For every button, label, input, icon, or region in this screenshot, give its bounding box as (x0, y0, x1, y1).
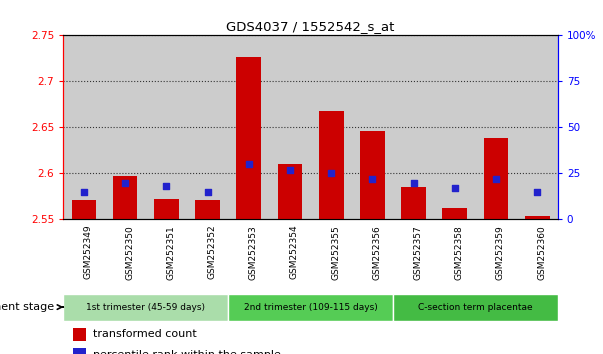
Point (367, 176, 377, 182)
Bar (187, 35, 228, 219)
Bar (277, 164, 302, 219)
Text: GSM252359: GSM252359 (496, 225, 505, 280)
Text: GSM252353: GSM252353 (248, 225, 257, 280)
Text: GSM252354: GSM252354 (290, 225, 299, 279)
Point (532, 189, 542, 195)
Bar (73, 328, 86, 341)
Point (285, 167, 295, 173)
FancyBboxPatch shape (228, 293, 393, 321)
Bar (104, 35, 146, 219)
Bar (319, 111, 344, 219)
Bar (311, 35, 352, 219)
FancyBboxPatch shape (63, 293, 228, 321)
Point (120, 180, 130, 185)
Bar (434, 35, 475, 219)
Bar (228, 35, 270, 219)
Text: C-section term placentae: C-section term placentae (418, 303, 532, 312)
Point (491, 176, 500, 182)
Point (450, 185, 459, 191)
Text: GSM252360: GSM252360 (537, 225, 546, 280)
Text: GSM252351: GSM252351 (166, 225, 175, 280)
Bar (236, 57, 261, 219)
Bar (525, 216, 549, 219)
Point (409, 180, 418, 185)
Bar (113, 176, 137, 219)
Point (162, 183, 171, 189)
Text: GSM252355: GSM252355 (331, 225, 340, 280)
Text: GSM252357: GSM252357 (414, 225, 423, 280)
Bar (360, 131, 385, 219)
Bar (352, 35, 393, 219)
Text: 2nd trimester (109-115 days): 2nd trimester (109-115 days) (244, 303, 377, 312)
Bar (63, 35, 104, 219)
Bar (270, 35, 311, 219)
Bar (443, 209, 467, 219)
Text: GSM252349: GSM252349 (84, 225, 93, 279)
Text: GSM252358: GSM252358 (455, 225, 464, 280)
Text: GSM252356: GSM252356 (372, 225, 381, 280)
Text: development stage: development stage (0, 302, 54, 312)
Bar (195, 200, 220, 219)
Bar (73, 348, 86, 354)
Point (203, 189, 212, 195)
Bar (401, 187, 426, 219)
Point (326, 171, 336, 176)
FancyBboxPatch shape (393, 293, 558, 321)
Bar (146, 35, 187, 219)
Text: 1st trimester (45-59 days): 1st trimester (45-59 days) (86, 303, 205, 312)
Bar (517, 35, 558, 219)
Text: GSM252350: GSM252350 (125, 225, 134, 280)
Bar (72, 200, 96, 219)
Text: GSM252352: GSM252352 (207, 225, 216, 279)
Text: percentile rank within the sample: percentile rank within the sample (93, 350, 281, 354)
Bar (154, 199, 178, 219)
Bar (475, 35, 517, 219)
Text: transformed count: transformed count (93, 329, 197, 339)
Point (244, 161, 253, 167)
Point (79, 189, 89, 195)
Bar (484, 138, 508, 219)
Bar (393, 35, 434, 219)
Title: GDS4037 / 1552542_s_at: GDS4037 / 1552542_s_at (226, 20, 395, 33)
